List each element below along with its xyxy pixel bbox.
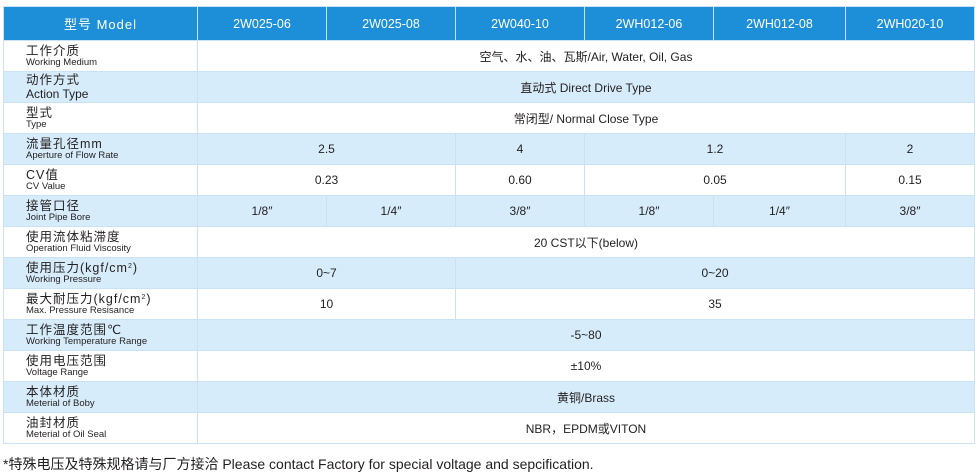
label-seal-material: 油封材质 Meterial of Oil Seal [3,412,198,444]
value-cv-4: 0.15 [845,164,975,196]
label-type: 型式 Type [3,102,198,134]
row-voltage: 使用电压范围 Voltage Range ±10% [3,350,975,382]
value-cv-2: 0.60 [455,164,585,196]
label-cn-close: ) [132,260,139,275]
label-cn-main: 使用压力(kgf/cm [26,260,128,275]
row-max-pressure: 最大耐压力(kgf/cm2) Max. Pressure Resisance 1… [3,288,975,320]
value-bore-2: 1/4″ [326,195,456,227]
label-cn: 工作介质 [26,43,81,58]
value-pressure-2: 0~20 [455,257,975,289]
row-cv-value: CV值 CV Value 0.23 0.60 0.05 0.15 [3,164,975,196]
label-cn: 油封材质 [26,415,81,430]
label-pipe-bore: 接管口径 Joint Pipe Bore [3,195,198,227]
value-seal-material: NBR，EPDM或VITON [197,412,975,444]
value-pressure-1: 0~7 [197,257,456,289]
label-cn: 最大耐压力(kgf/cm2) [26,291,197,306]
label-viscosity: 使用流体粘滞度 Operation Fluid Viscosity [3,226,198,258]
label-cn: 使用流体粘滞度 [26,229,121,244]
label-action-type: 动作方式 Action Type [3,71,198,103]
value-body-material: 黄铜/Brass [197,381,975,413]
footnote: *特殊电压及特殊规格请与厂方接洽 Please contact Factory … [3,456,594,472]
label-en: Type [26,119,47,130]
value-max-pressure-2: 35 [455,288,975,320]
label-cn-close: ) [146,291,152,306]
label-working-pressure: 使用压力(kgf/cm2) Working Pressure [3,257,198,289]
label-en: Action Type [26,86,89,101]
label-cn: 动作方式 [26,73,81,88]
model-2w025-08: 2W025-08 [326,6,456,41]
label-cn: 工作温度范围℃ [26,322,123,337]
row-working-pressure: 使用压力(kgf/cm2) Working Pressure 0~7 0~20 [3,257,975,289]
value-aperture-2: 4 [455,133,585,165]
label-cn: 使用电压范围 [26,353,108,368]
row-action-type: 动作方式 Action Type 直动式 Direct Drive Type [3,71,975,103]
value-bore-3: 3/8″ [455,195,585,227]
value-type: 常闭型/ Normal Close Type [197,102,975,134]
value-bore-4: 1/8″ [584,195,714,227]
label-en: Working Temperature Range [26,336,148,347]
value-aperture-1: 2.5 [197,133,456,165]
label-en: Voltage Range [26,367,89,378]
value-working-medium: 空气、水、油、瓦斯/Air, Water, Oil, Gas [197,40,975,72]
row-viscosity: 使用流体粘滞度 Operation Fluid Viscosity 20 CST… [3,226,975,258]
value-aperture-3: 1.2 [584,133,846,165]
label-working-medium: 工作介质 Working Medium [3,40,198,72]
row-body-material: 本体材质 Meterial of Boby 黄铜/Brass [3,381,975,413]
label-en: Working Pressure [26,274,102,285]
superscript: 2 [141,293,147,301]
value-action-type: 直动式 Direct Drive Type [197,71,975,103]
label-max-pressure: 最大耐压力(kgf/cm2) Max. Pressure Resisance [3,288,198,320]
value-viscosity: 20 CST以下(below) [197,226,975,258]
label-cn: CV值 [26,167,59,182]
label-cn: 使用压力(kgf/cm2) [26,260,197,275]
label-cn: 型式 [26,105,54,120]
value-bore-1: 1/8″ [197,195,327,227]
label-en: CV Value [26,181,66,192]
label-cn: 流量孔径mm [26,136,103,151]
label-en: Joint Pipe Bore [26,212,91,223]
label-en: Working Medium [26,57,98,68]
model-header: 型号 Model [3,6,198,41]
header-row: 型号 Model 2W025-06 2W025-08 2W040-10 2WH0… [3,6,975,41]
label-en: Aperture of Flow Rate [26,150,119,161]
label-cv-value: CV值 CV Value [3,164,198,196]
label-en: Meterial of Boby [26,398,95,409]
row-type: 型式 Type 常闭型/ Normal Close Type [3,102,975,134]
row-pipe-bore: 接管口径 Joint Pipe Bore 1/8″ 1/4″ 3/8″ 1/8″… [3,195,975,227]
superscript: 2 [127,262,133,270]
label-cn: 接管口径 [26,198,81,213]
specification-table: 型号 Model 2W025-06 2W025-08 2W040-10 2WH0… [3,6,975,444]
row-seal-material: 油封材质 Meterial of Oil Seal NBR，EPDM或VITON [3,412,975,444]
label-cn-main: 最大耐压力(kgf/cm [26,291,142,306]
model-2wh020-10: 2WH020-10 [845,6,975,41]
value-bore-6: 3/8″ [845,195,975,227]
row-temperature: 工作温度范围℃ Working Temperature Range -5~80 [3,319,975,351]
row-aperture: 流量孔径mm Aperture of Flow Rate 2.5 4 1.2 2 [3,133,975,165]
label-en: Meterial of Oil Seal [26,429,107,440]
value-cv-1: 0.23 [197,164,456,196]
value-aperture-4: 2 [845,133,975,165]
label-en: Operation Fluid Viscosity [26,243,131,254]
label-body-material: 本体材质 Meterial of Boby [3,381,198,413]
model-2w040-10: 2W040-10 [455,6,585,41]
value-temperature: -5~80 [197,319,975,351]
model-2wh012-08: 2WH012-08 [713,6,846,41]
model-2w025-06: 2W025-06 [197,6,327,41]
label-temperature: 工作温度范围℃ Working Temperature Range [3,319,198,351]
value-voltage: ±10% [197,350,975,382]
label-cn: 本体材质 [26,384,81,399]
label-en: Max. Pressure Resisance [26,305,135,316]
row-working-medium: 工作介质 Working Medium 空气、水、油、瓦斯/Air, Water… [3,40,975,72]
value-max-pressure-1: 10 [197,288,456,320]
value-bore-5: 1/4″ [713,195,846,227]
value-cv-3: 0.05 [584,164,846,196]
label-voltage: 使用电压范围 Voltage Range [3,350,198,382]
model-2wh012-06: 2WH012-06 [584,6,714,41]
label-aperture: 流量孔径mm Aperture of Flow Rate [3,133,198,165]
